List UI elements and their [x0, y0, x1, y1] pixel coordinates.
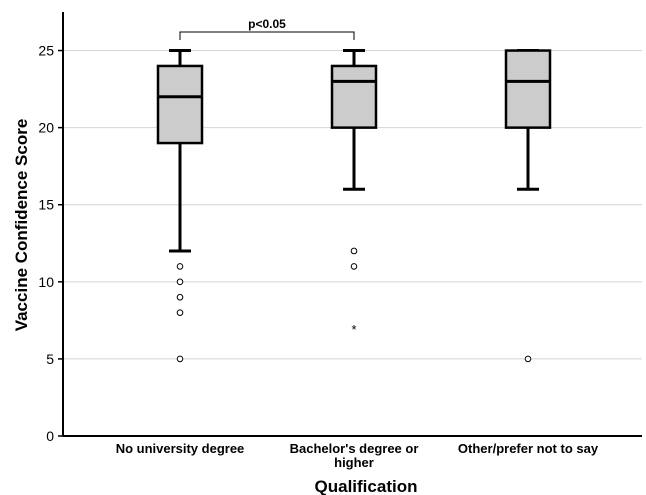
significance-annotation: p<0.05 — [179, 17, 355, 41]
outlier-point — [176, 355, 184, 363]
iqr-box — [504, 49, 552, 129]
box-plots: * — [156, 49, 552, 363]
outlier-point — [176, 309, 184, 316]
box-group-1 — [156, 49, 204, 363]
y-tick-label: 20 — [38, 120, 54, 136]
x-axis-title: Qualification — [315, 477, 418, 495]
y-tick-label: 25 — [38, 43, 54, 59]
extreme-outlier-marker: * — [351, 322, 356, 337]
x-category-label: higher — [334, 455, 374, 470]
x-category-label: Bachelor's degree or — [290, 441, 419, 456]
x-axis-category-labels: No university degree Bachelor's degree or… — [116, 441, 599, 470]
significance-bracket — [179, 31, 355, 41]
iqr-box — [156, 64, 204, 145]
y-tick-label: 0 — [46, 428, 54, 444]
outlier-point — [176, 263, 184, 270]
y-tick-label: 10 — [38, 274, 54, 290]
outlier-point — [176, 293, 184, 301]
x-category-label: No university degree — [116, 441, 245, 456]
box-group-3 — [504, 49, 552, 363]
outlier-point — [350, 263, 358, 270]
outlier-point — [176, 278, 184, 286]
outlier-point — [524, 355, 532, 363]
significance-label: p<0.05 — [248, 17, 286, 31]
box-group-2: * — [330, 49, 378, 337]
outlier-point — [350, 247, 358, 255]
y-tick-label: 15 — [38, 197, 54, 213]
axes — [62, 12, 642, 437]
x-category-label: Other/prefer not to say — [458, 441, 599, 456]
iqr-box — [330, 64, 378, 129]
y-axis-ticks: 0 5 10 15 20 25 — [38, 43, 63, 444]
y-tick-label: 5 — [46, 351, 54, 367]
y-axis-title: Vaccine Confidence Score — [12, 119, 31, 332]
